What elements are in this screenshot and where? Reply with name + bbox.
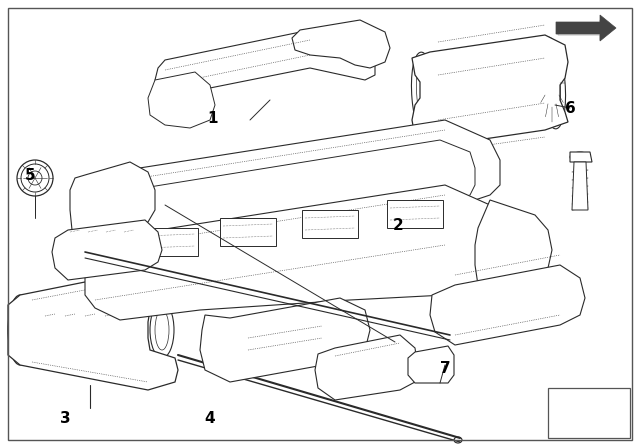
Text: 00_29302: 00_29302 xyxy=(572,429,606,435)
Bar xyxy=(548,388,630,438)
Polygon shape xyxy=(200,298,370,382)
Text: 3: 3 xyxy=(60,410,70,426)
Text: 4: 4 xyxy=(205,410,215,426)
Polygon shape xyxy=(220,218,276,246)
Polygon shape xyxy=(70,162,155,240)
Text: 5: 5 xyxy=(25,168,35,182)
Polygon shape xyxy=(292,20,390,68)
Polygon shape xyxy=(556,15,616,41)
Polygon shape xyxy=(8,270,178,390)
Polygon shape xyxy=(315,335,418,400)
Polygon shape xyxy=(387,200,443,228)
Text: 1: 1 xyxy=(208,111,218,125)
Polygon shape xyxy=(412,35,568,147)
Text: 7: 7 xyxy=(440,361,451,375)
Polygon shape xyxy=(430,265,585,345)
Polygon shape xyxy=(155,30,375,95)
Polygon shape xyxy=(302,210,358,238)
Polygon shape xyxy=(570,152,592,162)
Polygon shape xyxy=(85,185,520,320)
Polygon shape xyxy=(88,140,475,260)
Polygon shape xyxy=(142,228,198,256)
Polygon shape xyxy=(85,120,500,240)
Polygon shape xyxy=(572,162,588,210)
Polygon shape xyxy=(558,20,612,40)
Text: 2: 2 xyxy=(392,217,403,233)
Polygon shape xyxy=(475,200,552,295)
Polygon shape xyxy=(408,346,454,383)
Polygon shape xyxy=(52,220,162,280)
Text: 6: 6 xyxy=(564,100,575,116)
Polygon shape xyxy=(148,72,215,128)
